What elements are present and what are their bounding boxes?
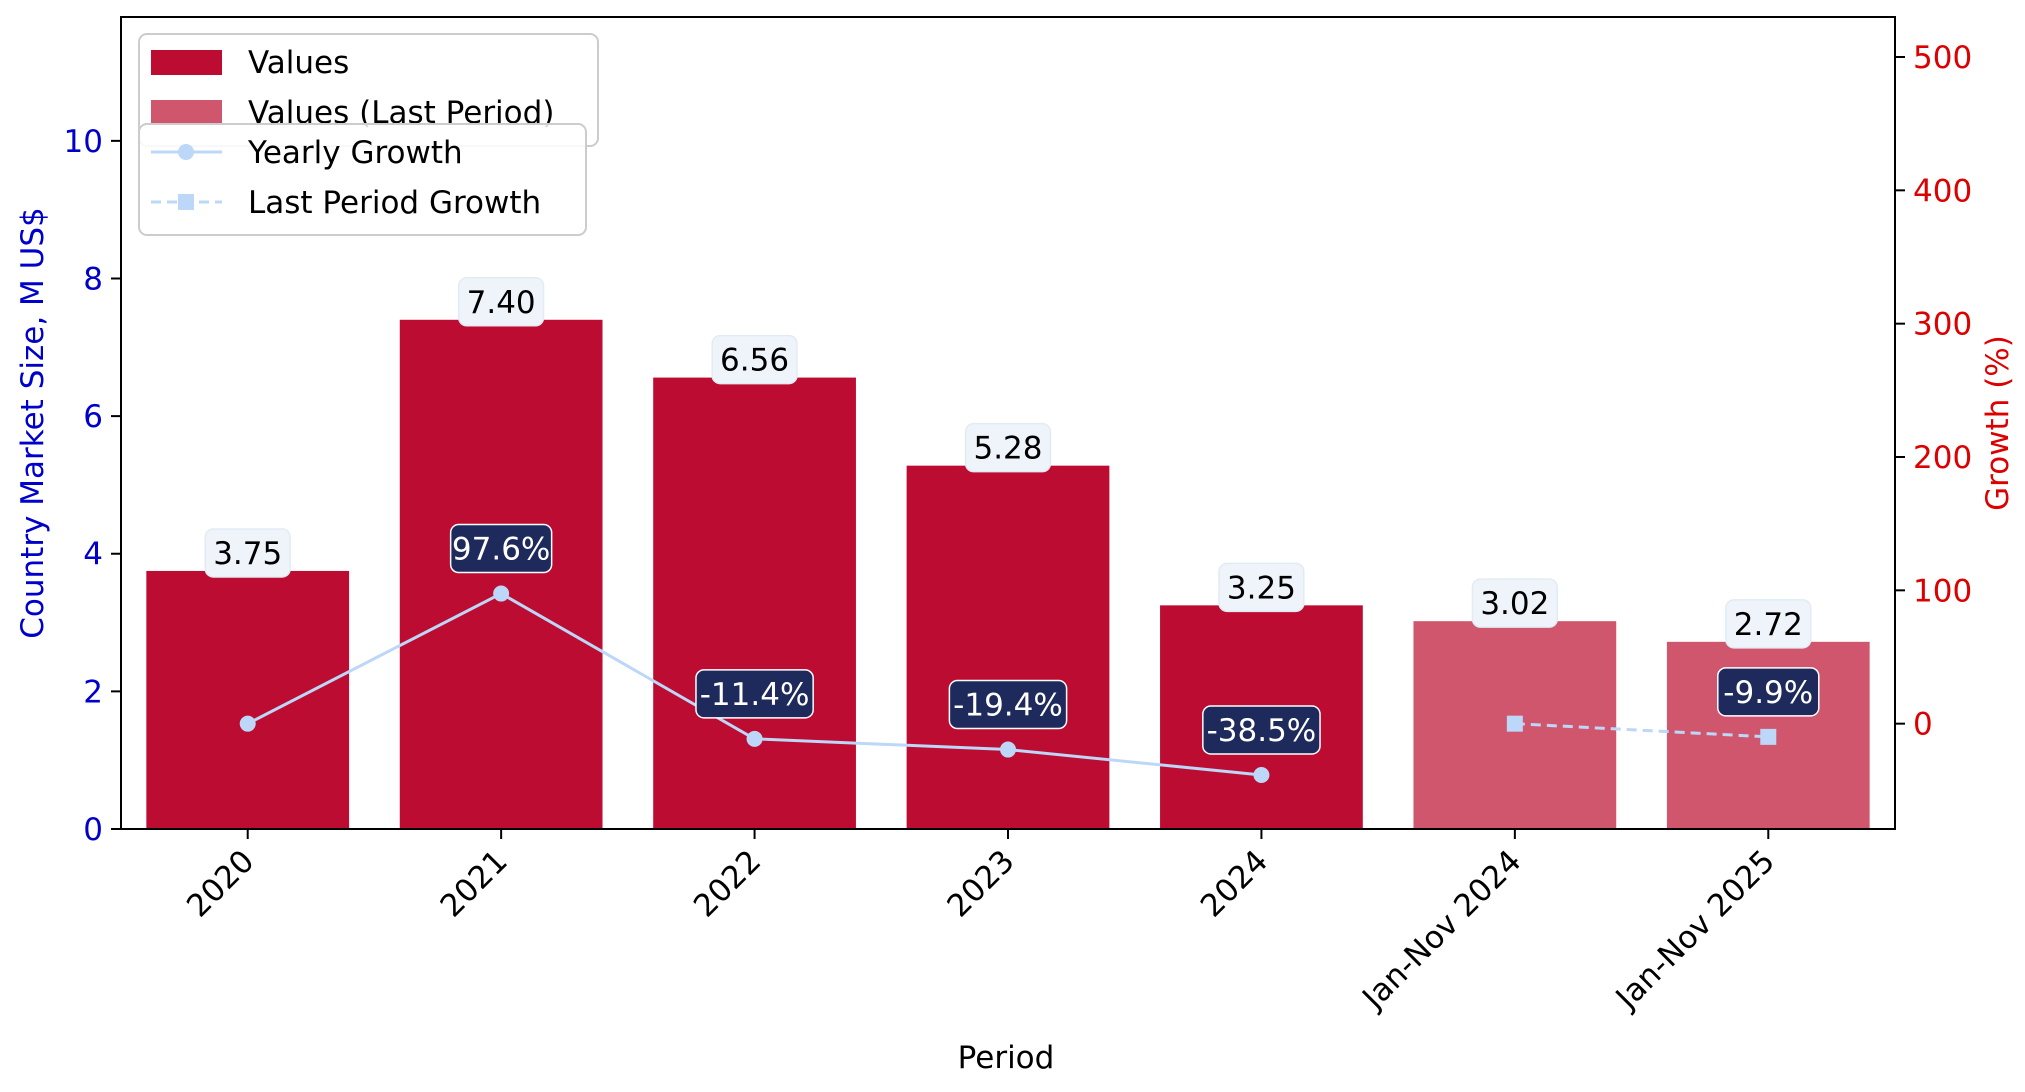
bar-label-5: 3.02 [1480,586,1549,622]
bar-label-3-box [964,422,1052,473]
yearly-growth-point-2 [746,730,763,747]
y-tick-label-1: 2 [83,674,103,710]
bar-label-0-box [204,528,291,578]
yearly-growth-point-3 [1000,741,1016,758]
y-tick-label-2: 4 [83,537,103,573]
bar-label-2: 6.56 [720,343,789,379]
growth-label-1-box [449,523,553,574]
growth-label-4: -38.5% [1207,713,1317,749]
y2-tick-label-3: 300 [1913,307,1972,343]
yearly-growth-point-0 [239,715,256,732]
legend-lines-frame [138,123,587,236]
growth-label-6: -9.9% [1723,675,1813,711]
y2-axis-title: Growth (%) [1980,335,2016,511]
bar-value-2 [653,377,856,829]
legend-line-label-1: Last Period Growth [248,185,541,221]
legend-swatch-1 [151,100,222,125]
bar-label-1-box [457,277,545,327]
bar-label-4-box [1218,562,1305,613]
growth-label-1: 97.6% [452,532,550,568]
x-tick-label-2: 2022 [687,843,768,924]
bar-label-0: 3.75 [213,536,282,572]
bar-label-2-box [711,334,798,385]
y-tick-label-0: 0 [83,812,103,848]
legend-marker-1 [178,194,194,210]
growth-label-3: -19.4% [953,688,1063,724]
bar-value-3 [906,465,1110,829]
growth-label-4-box [1202,705,1321,755]
x-axis-title: Period [958,1040,1055,1076]
y-tick-label-4: 8 [83,261,103,297]
bar-label-6: 2.72 [1734,607,1803,643]
growth-label-2-box [695,669,814,719]
y2-tick-label-2: 200 [1913,440,1972,476]
x-tick-label-3: 2023 [940,843,1021,924]
bar-value-1 [399,319,603,829]
bar-label-5-box [1471,578,1559,628]
last-period-growth-point-5 [1506,715,1523,732]
y2-tick-label-5: 500 [1913,40,1972,76]
y2-tick-label-0: 0 [1913,707,1933,743]
legend-line-label-0: Yearly Growth [247,135,463,171]
bar-value-0 [146,570,350,829]
x-tick-label-5: Jan-Nov 2024 [1354,843,1528,1017]
y2-tick-label-1: 100 [1913,573,1972,609]
x-tick-label-6: Jan-Nov 2025 [1608,843,1782,1017]
legend-label-0: Values [248,45,349,81]
y-tick-label-5: 10 [64,124,103,160]
legend-marker-0 [178,144,194,160]
yearly-growth-point-1 [493,585,510,602]
x-tick-label-4: 2024 [1194,843,1275,924]
y2-tick-label-4: 400 [1913,173,1972,209]
bar-label-1: 7.40 [467,285,536,321]
bar-label-3: 5.28 [973,431,1042,467]
x-tick-label-1: 2021 [434,843,515,924]
growth-label-3-box [948,679,1068,730]
legend-swatch-0 [151,50,222,75]
bar-label-4: 3.25 [1227,570,1296,606]
last-period-growth-point-6 [1760,728,1777,745]
yearly-growth-point-4 [1253,767,1270,783]
last-period-growth-line [1514,722,1769,739]
y-axis-title: Country Market Size, M US$ [15,207,51,638]
x-tick-label-0: 2020 [180,843,261,924]
bar-label-6-box [1725,599,1812,649]
growth-label-6-box [1717,667,1820,717]
y-tick-label-3: 6 [83,399,103,435]
growth-label-2: -11.4% [700,677,810,713]
